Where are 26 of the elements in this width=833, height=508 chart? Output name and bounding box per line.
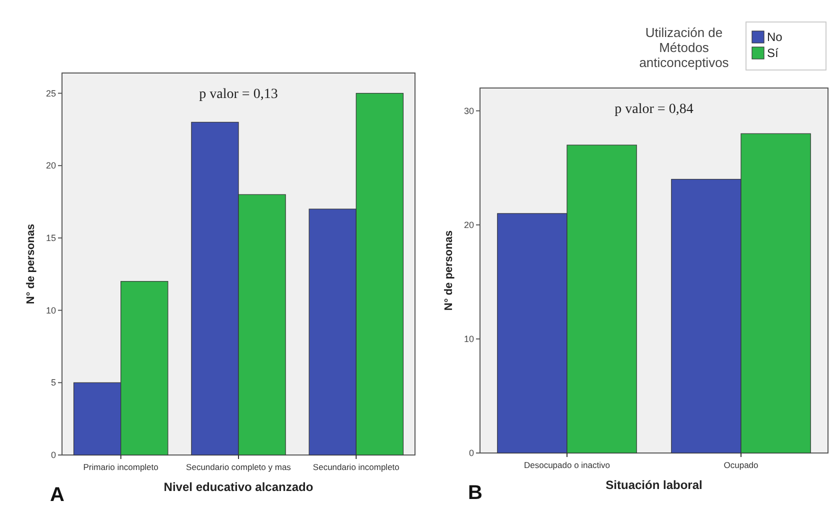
y-tick-label: 20	[464, 220, 474, 230]
y-tick-label: 5	[50, 378, 56, 388]
y-tick-label: 25	[46, 88, 56, 98]
y-tick-label: 10	[464, 334, 474, 344]
x-tick-label: Desocupado o inactivo	[524, 460, 610, 470]
y-tick-label: 0	[50, 450, 56, 460]
x-axis-title: Nivel educativo alcanzado	[164, 480, 314, 494]
legend-label: No	[767, 30, 783, 44]
y-tick-label: 10	[46, 305, 56, 316]
legend-title: Utilización de Métodos anticonceptivos	[639, 25, 730, 70]
x-tick-label: Ocupado	[724, 460, 759, 470]
y-tick-label: 30	[464, 106, 474, 116]
x-tick-label: Secundario incompleto	[312, 462, 400, 472]
x-tick-label: Primario incompleto	[83, 462, 159, 472]
y-tick-label: 15	[46, 232, 56, 243]
text: B	[468, 482, 482, 504]
x-tick-label: Secundario completo y mas	[186, 462, 291, 472]
x-axis-title: Situación laboral	[606, 478, 702, 492]
annotation: p valor = 0,84	[614, 102, 694, 117]
y-tick-label: 0	[468, 448, 474, 458]
text: A	[50, 484, 64, 506]
y-tick-label: 20	[46, 160, 56, 171]
y-axis-title: N° de personas	[443, 230, 455, 311]
legend-label: Sí	[767, 46, 780, 60]
annotation: p valor = 0,13	[199, 87, 278, 102]
y-axis-title: N° de personas	[25, 224, 37, 304]
